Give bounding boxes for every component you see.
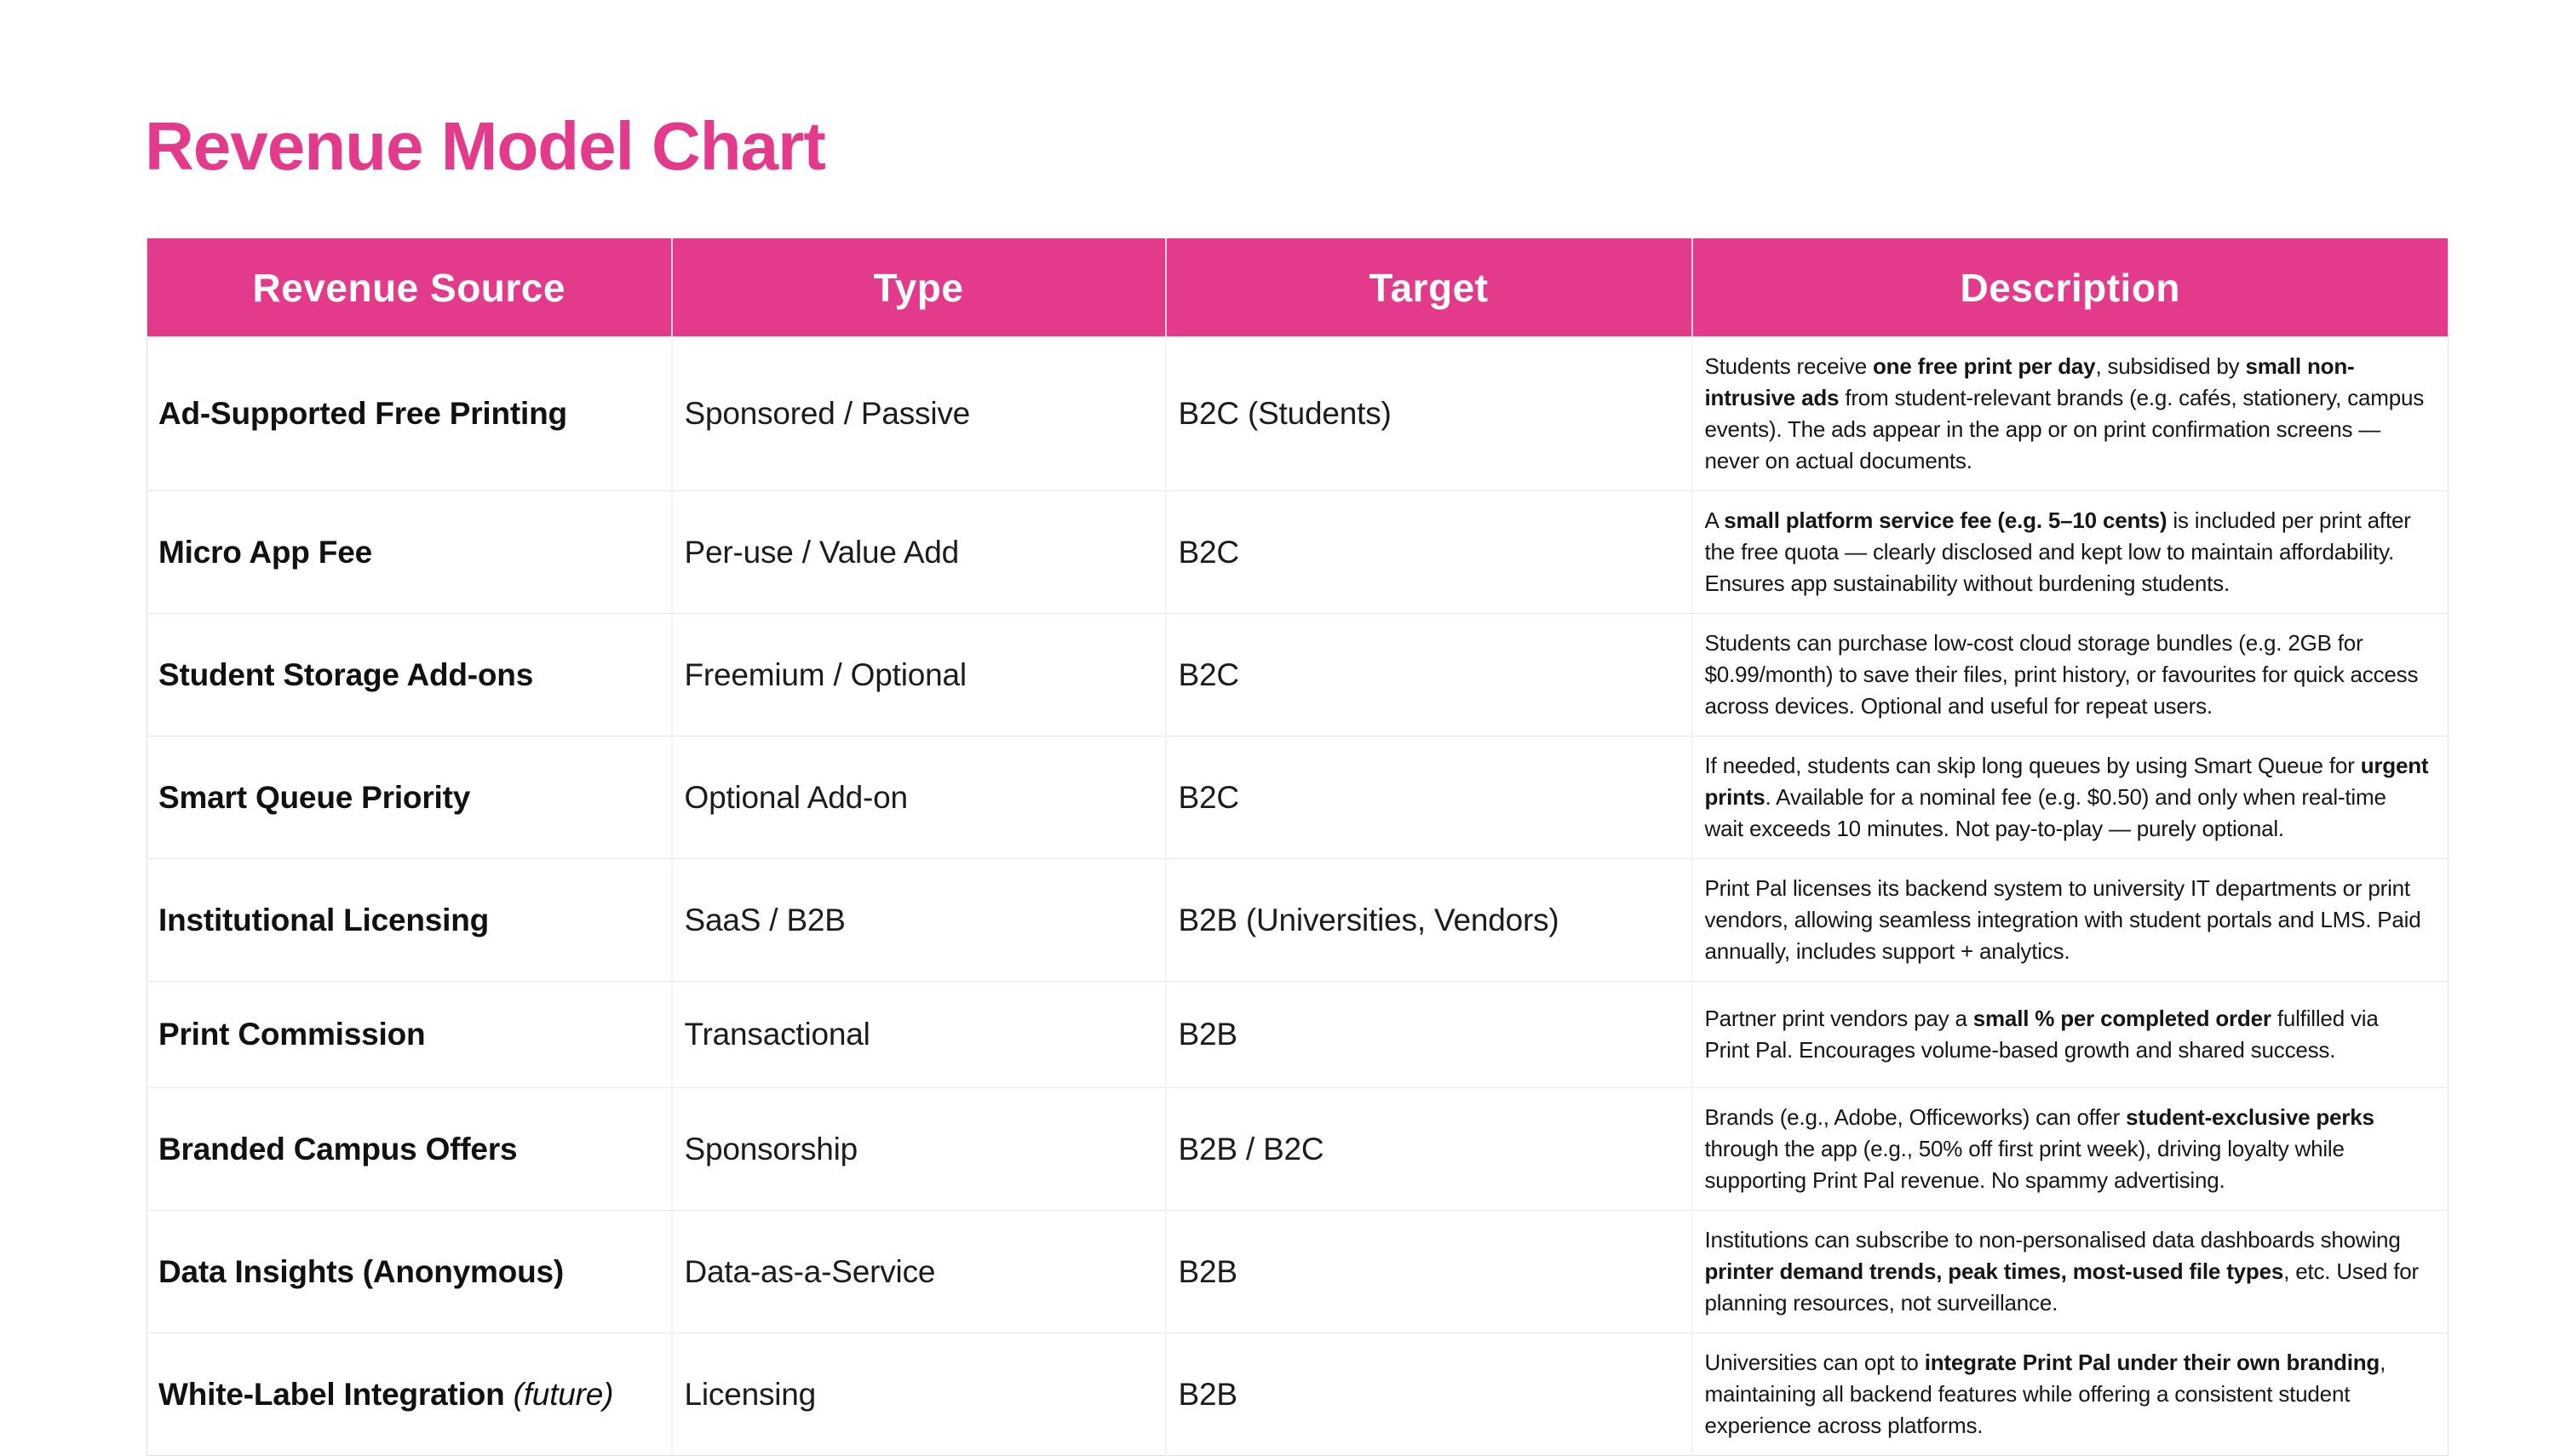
- type-cell: Freemium / Optional: [671, 613, 1167, 737]
- text-segment: Students receive: [1704, 353, 1873, 379]
- description-cell: Print Pal licenses its backend system to…: [1691, 858, 2449, 982]
- revenue-source-cell: Student Storage Add-ons: [146, 613, 673, 737]
- text-segment: small platform service fee (e.g. 5–10 ce…: [1724, 507, 2167, 533]
- text-segment: integrate Print Pal under their own bran…: [1924, 1350, 2380, 1375]
- text-segment: small non-intrusive ads: [1704, 353, 2355, 410]
- type-cell: Sponsorship: [671, 1087, 1167, 1211]
- revenue-source-cell: Data Insights (Anonymous): [146, 1210, 673, 1333]
- description-cell: Students can purchase low-cost cloud sto…: [1691, 613, 2449, 737]
- target-cell: B2B / B2C: [1165, 1087, 1693, 1211]
- text-segment: [505, 1377, 514, 1412]
- text-segment: Print Pal licenses its backend system to…: [1704, 875, 2421, 964]
- type-cell: Licensing: [671, 1333, 1167, 1456]
- revenue-source-cell: White-Label Integration (future): [146, 1333, 673, 1456]
- text-segment: fulfilled via Print Pal. Encourages volu…: [1704, 1006, 2379, 1063]
- text-segment: small % per completed order: [1972, 1006, 2271, 1031]
- text-segment: urgent prints: [1704, 753, 2429, 810]
- target-cell: B2C (Students): [1165, 336, 1693, 491]
- text-segment: . Available for a nominal fee (e.g. $0.5…: [1704, 784, 2386, 841]
- text-segment: Universities can opt to: [1704, 1350, 1925, 1375]
- text-segment: Data Insights (Anonymous): [158, 1253, 565, 1289]
- text-segment: White-Label Integration: [158, 1376, 505, 1412]
- description-cell: Universities can opt to integrate Print …: [1691, 1333, 2449, 1456]
- text-segment: (future): [513, 1376, 614, 1412]
- target-cell: B2C: [1165, 736, 1693, 859]
- revenue-source-cell: Micro App Fee: [146, 490, 673, 614]
- target-cell: B2B: [1165, 1210, 1693, 1333]
- text-segment: printer demand trends, peak times, most-…: [1704, 1258, 2284, 1284]
- text-segment: through the app (e.g., 50% off first pri…: [1704, 1136, 2345, 1193]
- table-row: Institutional Licensing SaaS / B2B B2B (Un…: [146, 858, 2449, 982]
- text-segment: Partner print vendors pay a: [1704, 1006, 1973, 1031]
- description-cell: Students receive one free print per day,…: [1691, 336, 2449, 491]
- description-cell: Brands (e.g., Adobe, Officeworks) can of…: [1691, 1087, 2449, 1211]
- description-cell: Institutions can subscribe to non-person…: [1691, 1210, 2449, 1333]
- text-segment: Student Storage Add-ons: [158, 656, 534, 692]
- text-segment: Branded Campus Offers: [158, 1131, 518, 1167]
- target-cell: B2B (Universities, Vendors): [1165, 858, 1693, 982]
- column-header-description: Description: [1691, 238, 2449, 337]
- text-segment: one free print per day: [1873, 353, 2096, 379]
- text-segment: If needed, students can skip long queues…: [1704, 753, 2361, 778]
- text-segment: Micro App Fee: [158, 534, 372, 570]
- table-row: Smart Queue Priority Optional Add-on B2C If…: [146, 736, 2449, 859]
- table-row: Print Commission Transactional B2B Partner …: [146, 981, 2449, 1088]
- target-cell: B2B: [1165, 1333, 1693, 1456]
- column-header-type: Type: [671, 238, 1167, 337]
- table-row: White-Label Integration (future) Licensin…: [146, 1333, 2449, 1456]
- revenue-model-table: Revenue Source Type Target Description A…: [146, 238, 2449, 1456]
- text-segment: Institutions can subscribe to non-person…: [1704, 1227, 2401, 1253]
- description-cell: If needed, students can skip long queues…: [1691, 736, 2449, 859]
- description-cell: A small platform service fee (e.g. 5–10 …: [1691, 490, 2449, 614]
- type-cell: Data-as-a-Service: [671, 1210, 1167, 1333]
- table-row: Ad-Supported Free Printing Sponsored / Pa…: [146, 336, 2449, 491]
- text-segment: student-exclusive perks: [2126, 1104, 2374, 1130]
- table-body: Ad-Supported Free Printing Sponsored / Pa…: [146, 336, 2449, 1456]
- text-segment: Students can purchase low-cost cloud sto…: [1704, 630, 2419, 719]
- table-header: Revenue Source Type Target Description: [146, 238, 2449, 337]
- page-title: Revenue Model Chart: [145, 108, 826, 184]
- text-segment: Institutional Licensing: [158, 902, 490, 937]
- type-cell: Optional Add-on: [671, 736, 1167, 859]
- text-segment: Brands (e.g., Adobe, Officeworks) can of…: [1704, 1104, 2127, 1130]
- table-row: Micro App Fee Per-use / Value Add B2C A sma…: [146, 490, 2449, 614]
- revenue-source-cell: Ad-Supported Free Printing: [146, 336, 673, 491]
- table-row: Branded Campus Offers Sponsorship B2B / B2…: [146, 1087, 2449, 1211]
- revenue-source-cell: Institutional Licensing: [146, 858, 673, 982]
- column-header-revenue-source: Revenue Source: [146, 238, 673, 337]
- column-header-target: Target: [1165, 238, 1693, 337]
- header-row: Revenue Source Type Target Description: [146, 238, 2449, 337]
- description-cell: Partner print vendors pay a small % per …: [1691, 981, 2449, 1088]
- revenue-source-cell: Smart Queue Priority: [146, 736, 673, 859]
- text-segment: Print Commission: [158, 1017, 426, 1052]
- target-cell: B2C: [1165, 490, 1693, 614]
- type-cell: Transactional: [671, 981, 1167, 1088]
- target-cell: B2B: [1165, 981, 1693, 1088]
- text-segment: Ad-Supported Free Printing: [158, 396, 567, 431]
- text-segment: Smart Queue Priority: [158, 779, 471, 815]
- type-cell: SaaS / B2B: [671, 858, 1167, 982]
- type-cell: Per-use / Value Add: [671, 490, 1167, 614]
- text-segment: , etc. Used for planning resources, not …: [1704, 1258, 2420, 1316]
- table-row: Data Insights (Anonymous) Data-as-a-Servi…: [146, 1210, 2449, 1333]
- target-cell: B2C: [1165, 613, 1693, 737]
- text-segment: , maintaining all backend features while…: [1704, 1350, 2386, 1438]
- revenue-source-cell: Print Commission: [146, 981, 673, 1088]
- type-cell: Sponsored / Passive: [671, 336, 1167, 491]
- text-segment: from student-relevant brands (e.g. cafés…: [1704, 385, 2425, 473]
- revenue-source-cell: Branded Campus Offers: [146, 1087, 673, 1211]
- text-segment: A: [1704, 507, 1725, 533]
- table-row: Student Storage Add-ons Freemium / Option…: [146, 613, 2449, 737]
- text-segment: is included per print after the free quo…: [1704, 507, 2411, 596]
- text-segment: , subsidised by: [2095, 353, 2246, 379]
